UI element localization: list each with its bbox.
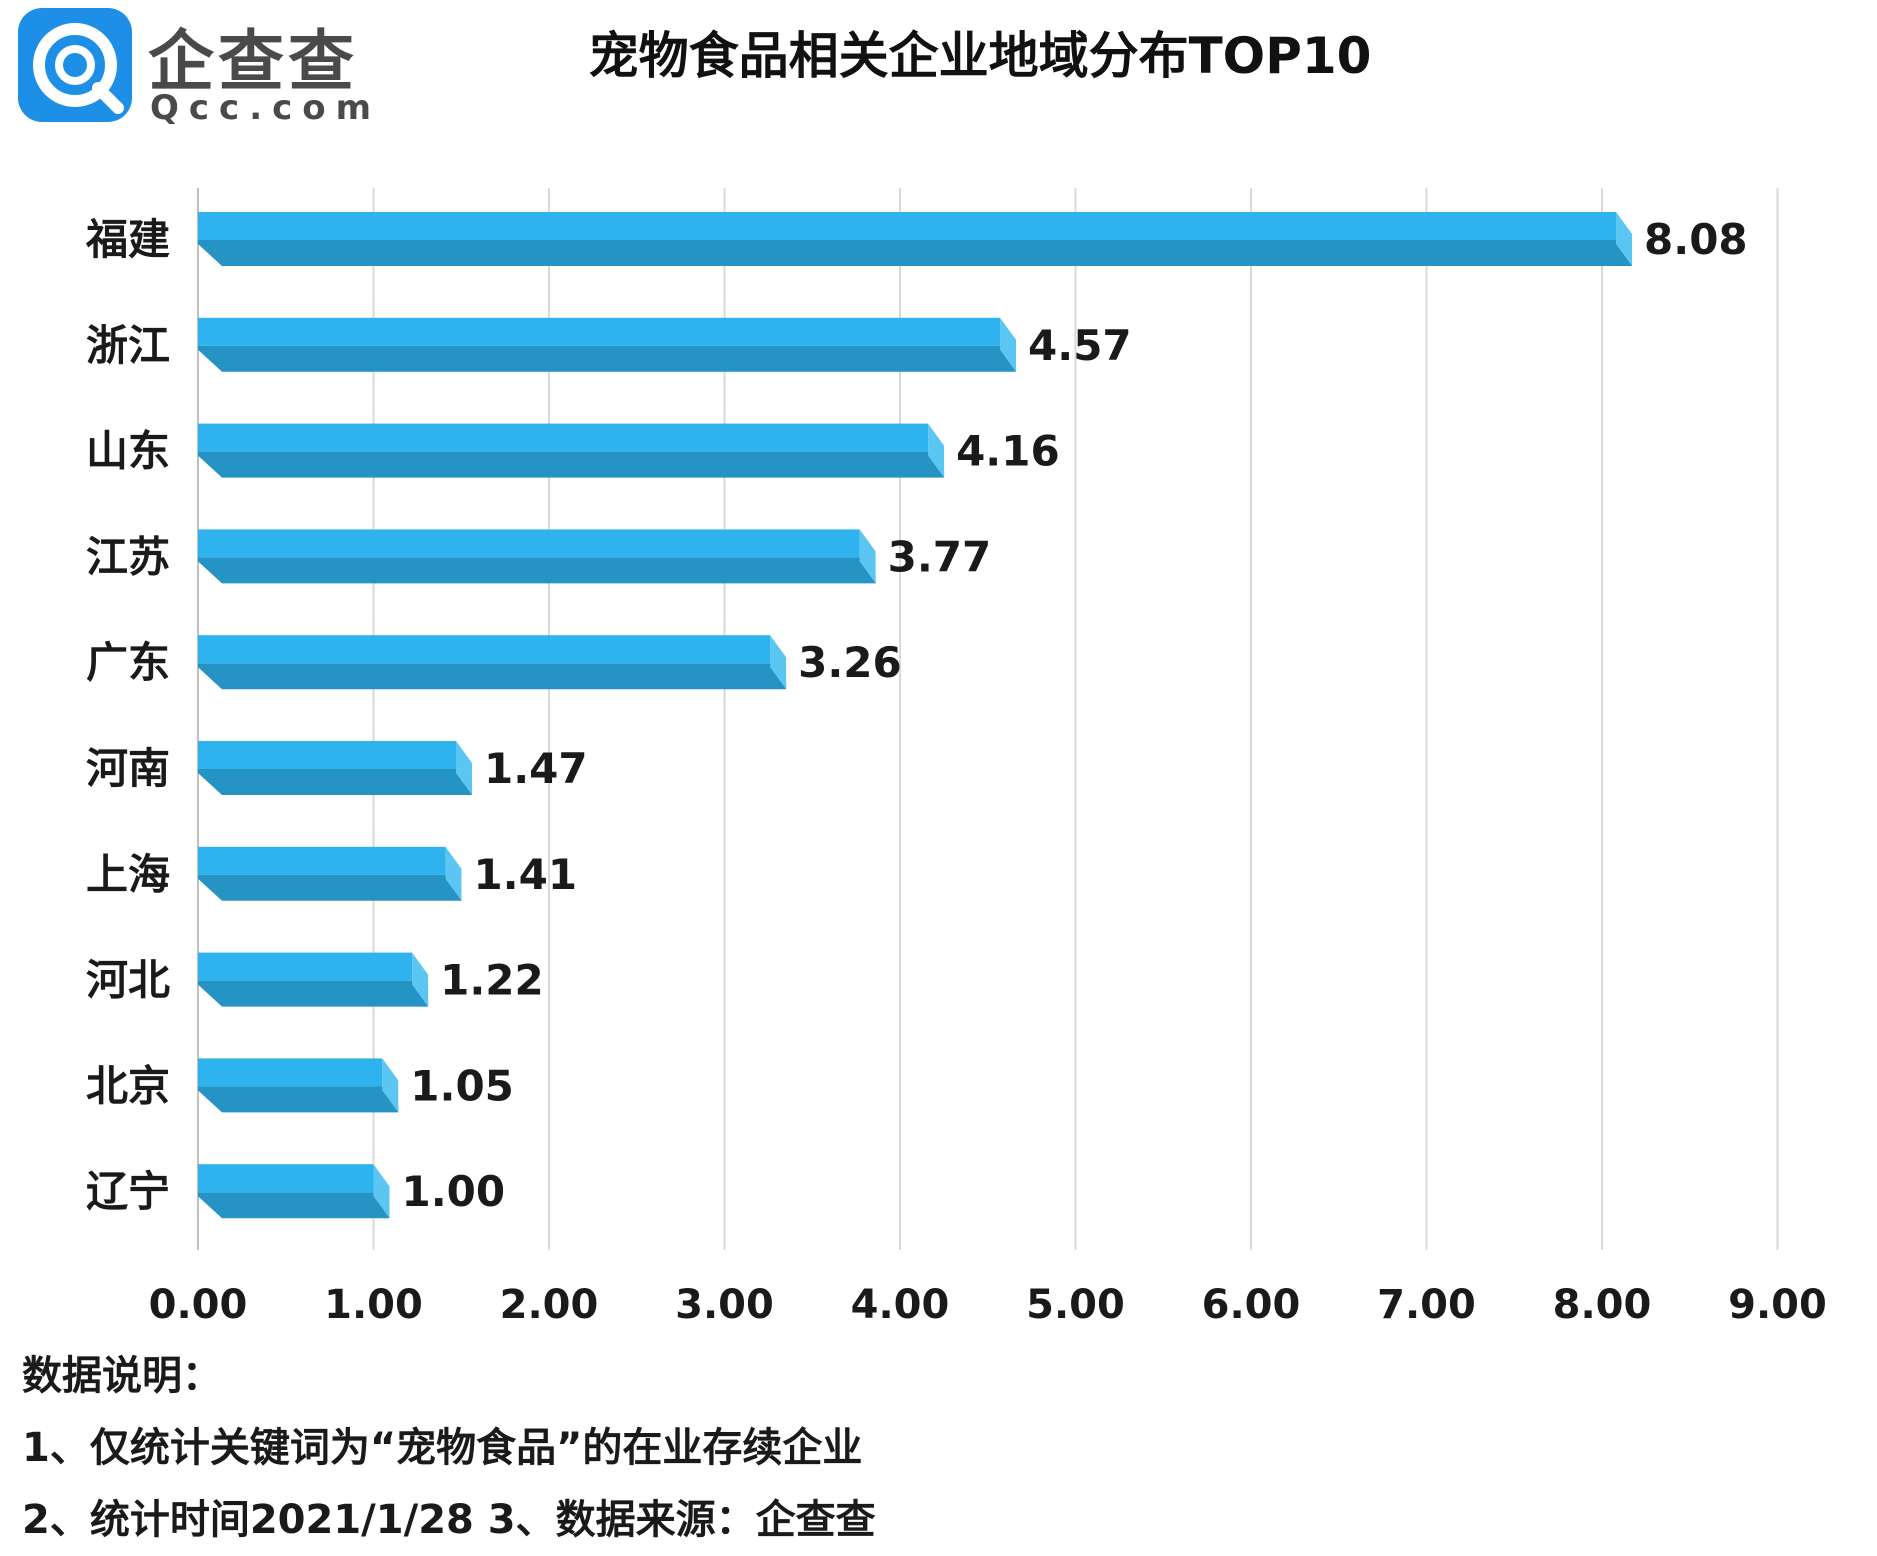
bar-shadow (198, 1192, 390, 1219)
bar-shadow (198, 663, 787, 690)
qcc-logo: 企查查 Qcc.com (18, 8, 371, 128)
bar (198, 952, 413, 981)
bar-end-cap (382, 1058, 399, 1113)
data-label: 1.00 (402, 1167, 506, 1216)
y-category-label: 河北 (86, 956, 170, 1005)
bar-end-cap (455, 741, 472, 795)
bar-end-cap (412, 952, 429, 1007)
qcc-logo-icon (18, 8, 132, 122)
y-category-label: 福建 (85, 215, 170, 264)
data-label: 1.47 (484, 744, 588, 793)
x-tick-label: 3.00 (675, 1282, 774, 1320)
chart-title: 宠物食品相关企业地域分布TOP10 (588, 27, 1372, 85)
bar-end-cap (1000, 317, 1017, 372)
bar-chart: 0.00 1.00 2.00 3.00 4.00 5.00 6.00 7.00 8.00 9.00… (85, 188, 1827, 1320)
x-tick-label: 1.00 (324, 1282, 423, 1320)
bar (198, 317, 1001, 346)
bar-shadow (198, 240, 1633, 266)
bar (198, 212, 1617, 240)
y-category-label: 上海 (86, 850, 170, 899)
bar-shadow (198, 451, 945, 478)
x-tick-label: 5.00 (1026, 1282, 1125, 1320)
bar-end-cap (859, 529, 876, 584)
bar-end-cap (445, 846, 462, 901)
bar (198, 635, 771, 664)
y-category-label: 山东 (86, 427, 170, 476)
x-tick-label: 7.00 (1377, 1282, 1476, 1320)
bar (198, 1164, 374, 1193)
bar (198, 423, 929, 452)
bar (198, 1058, 383, 1087)
bar-shadow (198, 557, 876, 584)
data-label: 3.26 (798, 638, 902, 687)
bar (198, 846, 446, 875)
x-tick-label: 6.00 (1202, 1282, 1301, 1320)
bar (198, 529, 860, 558)
y-category-label: 北京 (86, 1061, 170, 1110)
bar (198, 741, 456, 769)
bar-end-cap (373, 1164, 390, 1219)
y-category-label: 辽宁 (86, 1167, 170, 1216)
logo-brand-text: 企查查 (148, 23, 358, 100)
data-notes: 数据说明： 1、仅统计关键词为“宠物食品”的在业存续企业 2、统计时间2021/… (22, 1340, 876, 1556)
bar-end-cap (928, 423, 945, 478)
data-label: 8.08 (1644, 215, 1748, 264)
y-category-label: 浙江 (86, 321, 170, 370)
x-tick-label: 2.00 (500, 1282, 599, 1320)
data-label: 1.41 (473, 850, 577, 899)
data-label: 1.05 (410, 1061, 514, 1110)
notes-line-1: 1、仅统计关键词为“宠物食品”的在业存续企业 (22, 1425, 863, 1471)
data-label: 3.77 (888, 532, 992, 581)
bar-shadow (198, 874, 462, 901)
y-category-label: 广东 (86, 638, 170, 687)
data-label: 4.57 (1028, 321, 1132, 370)
x-tick-label: 8.00 (1553, 1282, 1652, 1320)
logo-domain-text: Qcc.com (150, 88, 382, 128)
x-tick-label: 4.00 (851, 1282, 950, 1320)
bar-shadow (198, 1086, 399, 1113)
x-tick-label: 9.00 (1728, 1282, 1827, 1320)
data-label: 4.16 (956, 427, 1060, 476)
bar-end-cap (1616, 212, 1633, 266)
y-category-label: 江苏 (86, 532, 170, 581)
bar-shadow (198, 980, 429, 1007)
x-tick-label: 0.00 (149, 1282, 248, 1320)
y-category-label: 河南 (86, 744, 170, 793)
bar-shadow (198, 769, 472, 795)
data-label: 1.22 (440, 956, 544, 1005)
bar-shadow (198, 345, 1017, 372)
bar-end-cap (770, 635, 787, 690)
notes-heading: 数据说明： (22, 1353, 222, 1399)
notes-line-2: 2、统计时间2021/1/28 3、数据来源：企查查 (22, 1497, 876, 1543)
